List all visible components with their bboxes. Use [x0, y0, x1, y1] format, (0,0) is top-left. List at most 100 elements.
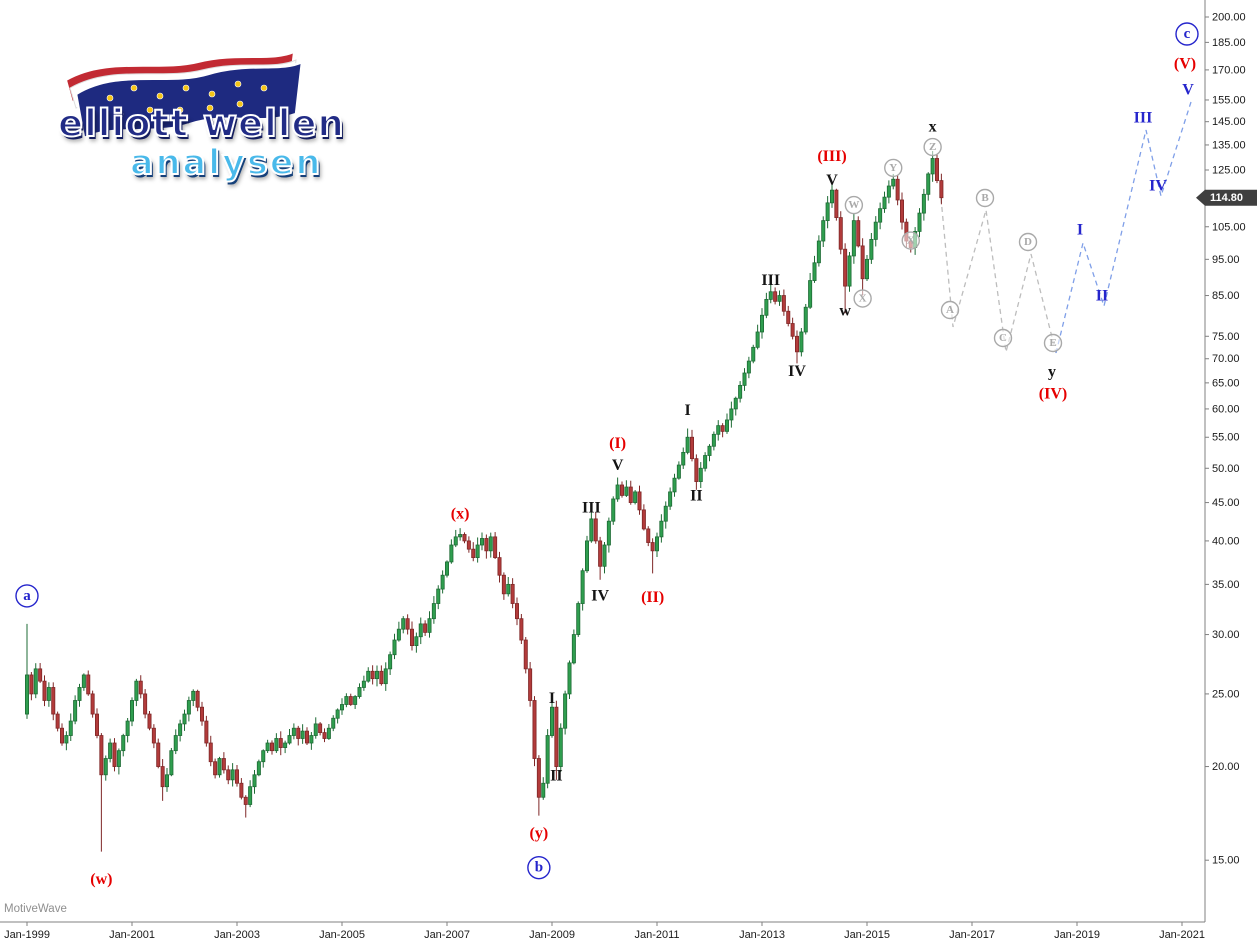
candle-body — [418, 623, 423, 638]
wave-label[interactable]: II — [690, 487, 702, 504]
wave-label[interactable]: I — [685, 402, 691, 419]
wave-label[interactable]: X — [859, 293, 867, 305]
x-axis-label: Jan-2001 — [109, 929, 155, 940]
candle-body — [891, 178, 896, 187]
wave-label-circle[interactable] — [844, 195, 864, 215]
candle-body — [357, 687, 362, 697]
candle-body — [191, 690, 196, 701]
wave-label[interactable]: X — [907, 235, 915, 247]
wave-label[interactable]: b — [535, 860, 543, 876]
candle-body — [304, 730, 309, 744]
wave-label[interactable]: E — [1049, 337, 1056, 349]
wave-label[interactable]: A — [946, 304, 954, 316]
wave-label[interactable]: (I) — [609, 435, 626, 452]
wave-label[interactable]: V — [826, 172, 838, 189]
wave-label[interactable]: V — [612, 457, 624, 474]
wave-label-circle[interactable] — [1175, 22, 1199, 46]
wave-label[interactable]: II — [550, 767, 562, 784]
wave-label-circle[interactable] — [527, 855, 551, 880]
candle-body — [742, 372, 747, 386]
projected-corrective-path[interactable] — [940, 197, 1057, 354]
candle-body — [99, 735, 104, 776]
wave-label[interactable]: III — [1134, 110, 1153, 127]
candle-body — [637, 491, 642, 511]
wave-label[interactable]: I — [1077, 222, 1083, 239]
wave-label[interactable]: C — [999, 332, 1007, 344]
wave-label-circle[interactable] — [1043, 333, 1063, 353]
wave-label[interactable]: IV — [591, 587, 609, 604]
candle-body — [248, 786, 253, 805]
candle-body — [921, 193, 926, 214]
candle-body — [515, 603, 520, 620]
wave-label[interactable]: a — [23, 588, 31, 604]
candle-body — [655, 536, 660, 552]
wave-label[interactable]: Z — [929, 141, 936, 153]
y-axis-label: 60.00 — [1212, 403, 1240, 415]
candle-body — [217, 758, 222, 776]
wave-label[interactable]: I — [549, 690, 555, 707]
candle-body — [589, 518, 594, 542]
wave-label[interactable]: (w) — [90, 871, 112, 888]
candle-body — [186, 700, 191, 715]
y-axis-label: 70.00 — [1212, 353, 1240, 365]
wave-label[interactable]: (y) — [530, 825, 549, 842]
wave-label[interactable]: W — [848, 199, 859, 211]
wave-label[interactable]: III — [582, 499, 601, 516]
wave-label-circle[interactable] — [853, 289, 872, 308]
candle-body — [471, 548, 476, 559]
x-axis-label: Jan-1999 — [4, 929, 50, 940]
wave-label[interactable]: (II) — [641, 589, 664, 606]
candle-body — [493, 536, 498, 559]
candle-body — [764, 298, 769, 316]
candle-body — [68, 720, 73, 736]
wave-label[interactable]: x — [929, 119, 937, 136]
wave-label-circle[interactable] — [993, 328, 1013, 348]
candle-body — [300, 730, 305, 739]
wave-label[interactable]: c — [1184, 26, 1191, 42]
wave-label-circle[interactable] — [884, 158, 903, 178]
wave-label-circle[interactable] — [15, 584, 39, 608]
candle-body — [746, 360, 751, 374]
candle-body — [42, 680, 47, 701]
y-axis-label: 40.00 — [1212, 535, 1240, 547]
candle-body — [554, 706, 559, 767]
candle-body — [685, 436, 690, 453]
wave-label[interactable]: II — [1096, 288, 1108, 305]
candle-body — [383, 668, 388, 685]
candle-body — [825, 202, 830, 222]
wave-label[interactable]: V — [1182, 82, 1194, 99]
candle-body — [326, 727, 331, 739]
candle-body — [261, 750, 266, 763]
wave-label[interactable]: (x) — [451, 506, 470, 523]
candle-body — [46, 687, 51, 701]
wave-label-circle[interactable] — [975, 188, 995, 208]
wave-label[interactable]: IV — [1149, 178, 1167, 195]
wave-label-circle[interactable] — [923, 137, 942, 157]
wave-label[interactable]: B — [981, 192, 989, 204]
wave-label[interactable]: IV — [788, 363, 806, 380]
wave-label[interactable]: (IV) — [1039, 386, 1067, 403]
wave-label[interactable]: III — [761, 272, 780, 289]
wave-label-circle[interactable] — [901, 231, 920, 250]
candle-body — [24, 674, 29, 715]
x-axis-label: Jan-2013 — [739, 929, 785, 940]
wave-label[interactable]: (V) — [1174, 56, 1196, 73]
wave-label-circle[interactable] — [1018, 232, 1038, 252]
candle-body — [585, 540, 590, 572]
wave-label-circle[interactable] — [940, 300, 960, 320]
wave-label[interactable]: (III) — [817, 148, 846, 165]
candle-body — [86, 674, 91, 695]
candle-body — [60, 727, 65, 744]
candle-body — [160, 766, 165, 788]
candle-body — [388, 654, 393, 670]
candle-body — [646, 528, 651, 543]
wave-label[interactable]: Y — [889, 162, 897, 174]
wave-label[interactable]: w — [839, 303, 851, 320]
projected-impulse-path[interactable] — [1055, 101, 1192, 354]
wave-label[interactable]: y — [1048, 364, 1056, 381]
candle-body — [33, 668, 38, 695]
wave-label[interactable]: D — [1024, 236, 1032, 248]
candle-body — [799, 331, 804, 353]
candle-body — [462, 534, 467, 542]
